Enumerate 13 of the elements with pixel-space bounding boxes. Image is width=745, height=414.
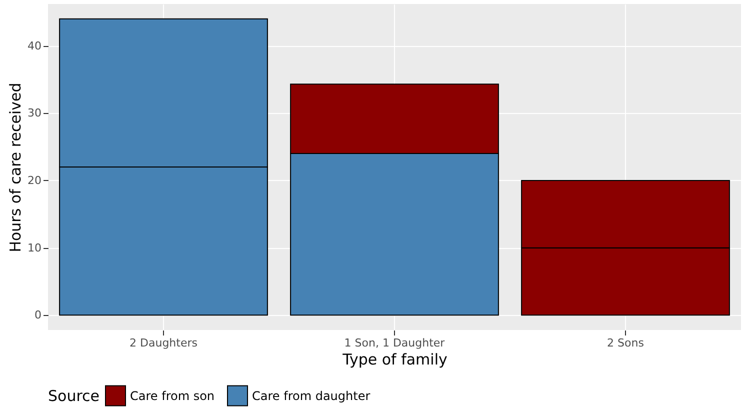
y-axis-title: Hours of care received (6, 82, 25, 252)
y-tick-label: 20 (28, 174, 42, 187)
y-tick-label: 40 (28, 39, 42, 52)
y-tick-label: 10 (28, 241, 42, 254)
legend-label: Care from son (130, 388, 215, 403)
y-tick-label: 0 (34, 308, 42, 322)
x-tick-label: 2 Sons (607, 336, 644, 350)
x-tick-label: 1 Son, 1 Daughter (344, 336, 446, 350)
x-tick-label: 2 Daughters (130, 336, 198, 350)
y-tick-label: 30 (28, 106, 42, 120)
x-axis-title: Type of family (342, 350, 448, 368)
legend-title: Source (48, 387, 100, 405)
legend-label: Care from daughter (252, 388, 370, 403)
